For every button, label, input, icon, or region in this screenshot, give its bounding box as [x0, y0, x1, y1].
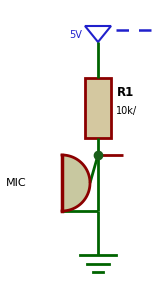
Text: 10k/: 10k/ — [116, 106, 137, 116]
Text: 5V: 5V — [69, 30, 82, 40]
Bar — [85, 78, 111, 138]
Text: R1: R1 — [117, 86, 134, 99]
Polygon shape — [62, 155, 90, 211]
Text: MIC: MIC — [6, 178, 27, 188]
